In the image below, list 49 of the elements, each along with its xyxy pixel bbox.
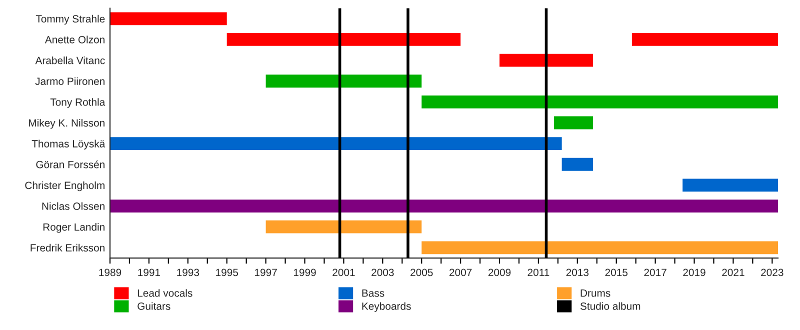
bar — [110, 137, 562, 150]
x-tick-label: 1997 — [255, 268, 277, 276]
x-tick-label: 2005 — [410, 268, 433, 276]
bar — [226, 33, 461, 46]
bar — [554, 116, 593, 130]
y-tick-label: Anette Olzon — [44, 36, 104, 44]
legend-label: Studio album — [580, 302, 640, 310]
x-tick-label: 1993 — [177, 268, 200, 276]
y-tick-label: Tony Rothla — [50, 98, 106, 108]
bar — [422, 241, 778, 254]
legend-label: Keyboards — [362, 302, 411, 312]
x-tick-label: 2011 — [528, 268, 550, 276]
y-tick-label: Jarmo Piironen — [35, 77, 104, 85]
bar — [110, 200, 778, 212]
x-tick-label: 1995 — [216, 268, 238, 276]
y-tick-label: Mikey K. Nilsson — [29, 118, 104, 129]
x-tick-label: 2007 — [449, 268, 472, 276]
bar — [422, 95, 778, 108]
x-tick-label: 1991 — [138, 268, 160, 276]
y-tick-label: Arabella Vitanc — [35, 56, 105, 64]
x-tick-label: 1989 — [99, 268, 122, 276]
bar — [266, 220, 422, 234]
x-tick-label: 2023 — [761, 268, 784, 276]
bar — [500, 54, 593, 67]
bar — [682, 178, 778, 192]
x-tick-label: 2001 — [332, 268, 355, 276]
y-tick-label: Fredrik Eriksson — [30, 244, 104, 252]
y-tick-label: Göran Forssén — [36, 160, 104, 168]
y-tick-label: Christer Engholm — [25, 181, 104, 192]
legend-label: Drums — [580, 290, 610, 297]
bar — [632, 33, 778, 46]
bar — [110, 12, 227, 26]
bar — [562, 158, 593, 171]
x-tick-label: 2019 — [683, 268, 706, 276]
bar — [266, 74, 422, 88]
x-tick-label: 2003 — [372, 268, 394, 276]
x-tick-label: 1999 — [294, 268, 316, 276]
legend-label: Lead vocals — [138, 289, 192, 297]
x-tick-label: 2013 — [566, 268, 589, 276]
x-tick-label: 2015 — [605, 268, 628, 276]
y-tick-label: Roger Landin — [43, 223, 104, 233]
x-tick-label: 2009 — [488, 268, 511, 276]
legend-label: Bass — [362, 290, 384, 297]
legend-label: Guitars — [138, 302, 170, 310]
x-tick-label: 2021 — [722, 268, 744, 276]
x-tick-label: 2017 — [644, 268, 666, 276]
y-tick-label: Tommy Strahle — [36, 14, 105, 25]
y-tick-label: Niclas Olssen — [42, 202, 104, 210]
y-tick-label: Thomas Löyskä — [32, 140, 106, 150]
